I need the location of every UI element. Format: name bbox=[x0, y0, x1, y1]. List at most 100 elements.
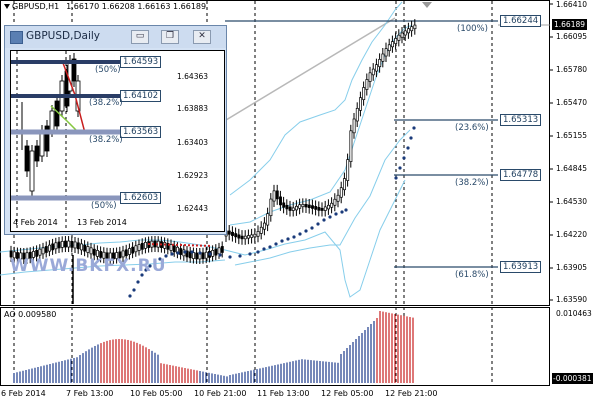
sar-dot bbox=[170, 252, 174, 256]
inset-chart-area bbox=[10, 50, 225, 232]
candle bbox=[214, 244, 218, 261]
candle bbox=[314, 200, 318, 216]
candle bbox=[38, 244, 42, 261]
price-axis-label: 1.66095 bbox=[556, 32, 588, 41]
candle bbox=[231, 226, 234, 242]
candle bbox=[192, 247, 195, 264]
inset-level-pct: (50%) bbox=[91, 201, 117, 211]
bollinger-upper-outer bbox=[229, 1, 403, 196]
candle bbox=[121, 245, 125, 262]
candle bbox=[185, 245, 189, 262]
candle bbox=[330, 197, 334, 214]
candle bbox=[64, 236, 67, 253]
price-axis-label: 1.63905 bbox=[556, 263, 588, 272]
candle bbox=[304, 198, 308, 213]
inset-price-axis-label: 1.63883 bbox=[177, 104, 209, 113]
candle bbox=[355, 102, 359, 127]
candle bbox=[240, 230, 244, 245]
candle bbox=[333, 193, 337, 212]
inset-titlebar[interactable]: GBPUSD,Daily ▭ ❐ ✕ bbox=[5, 26, 226, 48]
candle bbox=[54, 237, 58, 254]
candle bbox=[153, 236, 157, 253]
candle bbox=[343, 172, 346, 196]
gray-arrow-marker bbox=[422, 2, 432, 8]
candle bbox=[394, 32, 398, 50]
candle bbox=[256, 225, 260, 243]
sar-dot bbox=[198, 251, 202, 255]
sar-dot bbox=[409, 136, 413, 140]
candle bbox=[250, 228, 254, 244]
candle bbox=[247, 229, 250, 245]
candle bbox=[336, 189, 340, 208]
candle bbox=[12, 246, 16, 263]
sar-dot bbox=[183, 250, 187, 254]
inset-title: GBPUSD,Daily bbox=[26, 30, 101, 42]
candle bbox=[86, 241, 90, 258]
ao-label: AO 0.009580 bbox=[4, 310, 57, 319]
inset-price-axis-label: 1.64363 bbox=[177, 72, 209, 81]
fib-price-23-6: 1.65313 bbox=[500, 114, 542, 126]
sar-dot bbox=[248, 252, 252, 256]
time-axis-label: 12 Feb 05:00 bbox=[321, 389, 374, 398]
candle bbox=[83, 240, 87, 257]
watermark: WWW.BKFX.RU bbox=[10, 256, 167, 276]
sar-dot bbox=[394, 176, 398, 180]
chart-header: GBPUSD,H1 1.66170 1.66208 1.66163 1.6618… bbox=[4, 2, 206, 12]
close-button[interactable]: ✕ bbox=[193, 30, 211, 44]
candle bbox=[391, 35, 394, 53]
inset-level-pct: (38.2%) bbox=[89, 98, 123, 108]
inset-level-pct: (50%) bbox=[95, 65, 121, 75]
chart-symbol: GBPUSD,H1 bbox=[12, 2, 60, 11]
candle bbox=[307, 199, 311, 214]
candle bbox=[259, 221, 263, 240]
candle bbox=[317, 201, 321, 217]
candle bbox=[89, 242, 93, 259]
candle bbox=[320, 202, 324, 217]
candle bbox=[124, 244, 128, 261]
candle bbox=[25, 247, 29, 264]
candle bbox=[137, 239, 141, 256]
candle bbox=[134, 240, 138, 257]
sar-dot bbox=[412, 126, 416, 130]
candle bbox=[301, 198, 305, 213]
fib-price-38-2: 1.64778 bbox=[500, 169, 542, 181]
sar-dot bbox=[286, 237, 290, 241]
sar-dot bbox=[310, 226, 314, 230]
candle bbox=[295, 200, 298, 216]
restore-button[interactable]: ❐ bbox=[161, 30, 179, 44]
candle bbox=[105, 247, 109, 264]
time-axis-label: 6 Feb 2014 bbox=[1, 389, 46, 398]
candle bbox=[359, 91, 362, 117]
candle bbox=[403, 24, 407, 41]
minimize-button[interactable]: ▭ bbox=[131, 30, 149, 44]
fib-price-61-8: 1.63913 bbox=[500, 261, 542, 273]
candle bbox=[339, 181, 343, 204]
candle bbox=[92, 244, 96, 261]
sar-dot bbox=[268, 245, 272, 249]
candle bbox=[387, 38, 391, 57]
sar-dot bbox=[274, 242, 278, 246]
price-axis-ticks bbox=[549, 3, 553, 301]
sar-dot bbox=[218, 253, 222, 257]
candle bbox=[285, 199, 289, 215]
inset-date-label: 4 Feb 2014 bbox=[13, 218, 58, 227]
inset-level-price: 1.62603 bbox=[120, 192, 162, 204]
candle bbox=[102, 247, 106, 264]
inset-level-price: 1.63563 bbox=[120, 126, 162, 138]
candle bbox=[384, 42, 388, 62]
bollinger-lower-inner bbox=[234, 129, 411, 266]
sar-dot bbox=[148, 264, 152, 268]
candle bbox=[28, 247, 32, 264]
sar-dot bbox=[238, 254, 242, 258]
bollinger-lower-outer bbox=[224, 179, 406, 298]
inset-candle bbox=[71, 53, 77, 87]
candle bbox=[381, 48, 385, 68]
candle bbox=[32, 246, 35, 263]
candle bbox=[96, 245, 99, 262]
sar-dot bbox=[292, 235, 296, 239]
sar-dot bbox=[158, 257, 162, 261]
inset-window[interactable]: GBPUSD,Daily ▭ ❐ ✕ 1.64593 (50%) 1.64102… bbox=[4, 25, 227, 235]
candle bbox=[272, 184, 276, 208]
sar-dot bbox=[208, 252, 212, 256]
sar-dot bbox=[406, 146, 410, 150]
